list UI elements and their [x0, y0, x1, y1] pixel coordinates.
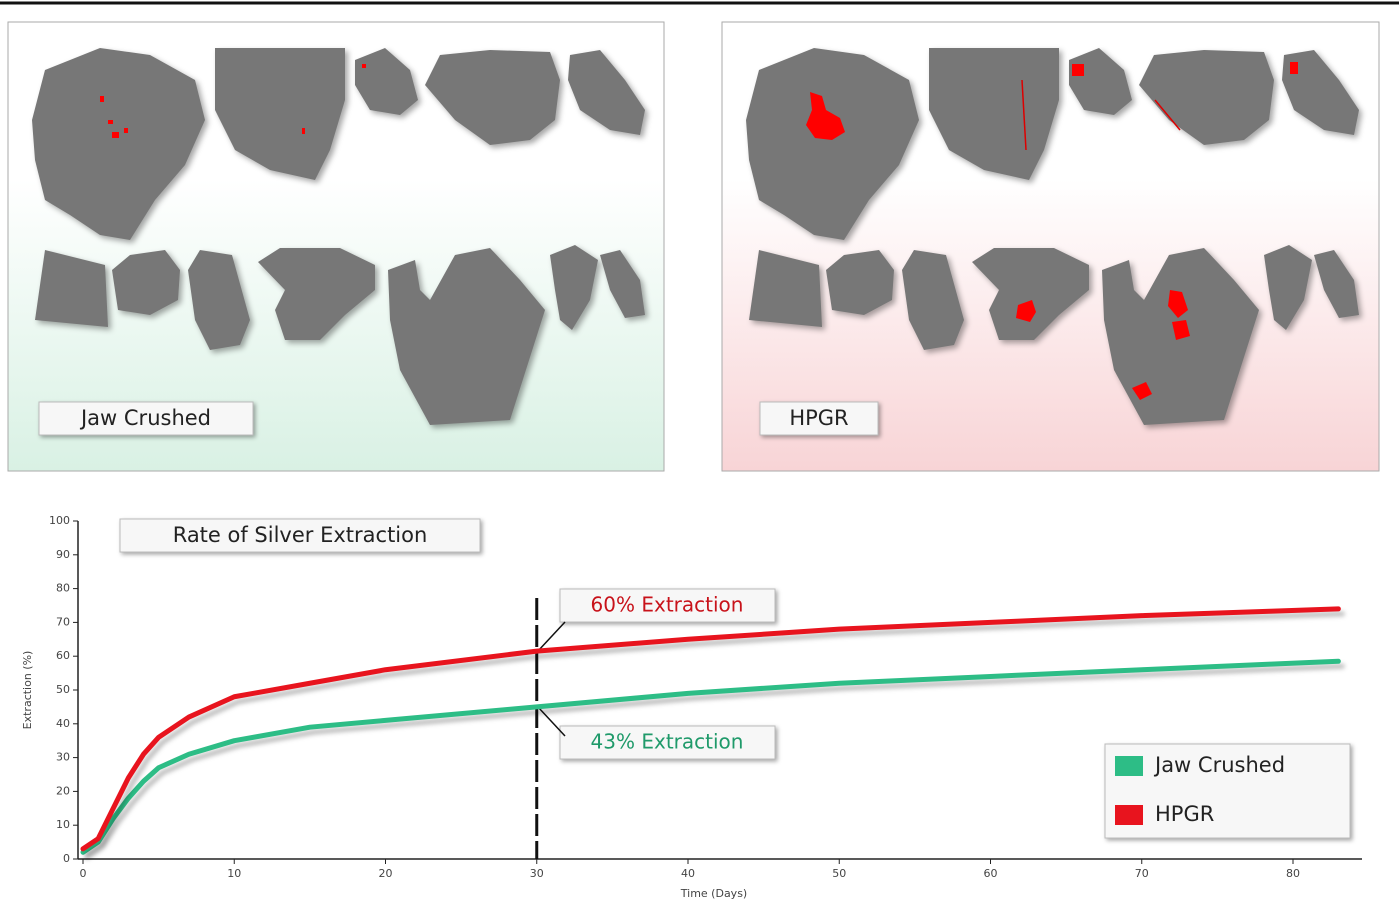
- leader-line: [538, 622, 565, 651]
- x-tick-label: 40: [681, 867, 695, 880]
- chart-title: Rate of Silver Extraction: [173, 523, 428, 547]
- infographic: Jaw Crushed HPGR Rate of Silver Extracti…: [0, 0, 1399, 917]
- y-tick-label: 70: [56, 615, 70, 628]
- y-tick-label: 50: [56, 683, 70, 696]
- x-tick-label: 80: [1286, 867, 1300, 880]
- x-axis-label: Time (Days): [680, 887, 747, 900]
- y-tick-label: 90: [56, 548, 70, 561]
- x-tick-label: 30: [530, 867, 544, 880]
- annotation: 43% Extraction: [591, 730, 744, 754]
- y-axis-label: Extraction (%): [21, 651, 34, 730]
- y-tick-label: 80: [56, 582, 70, 595]
- y-tick-label: 0: [63, 852, 70, 865]
- legend-label: Jaw Crushed: [1153, 753, 1285, 777]
- leader-line: [538, 707, 565, 736]
- legend-label: HPGR: [1155, 802, 1214, 826]
- plot: 0 10 20 30 40 50 60 70 80 90 100 0 10 20 30 40 50 60 70 80 J…: [49, 514, 1362, 880]
- x-tick-label: 0: [80, 867, 87, 880]
- x-tick-label: 10: [227, 867, 241, 880]
- legend-swatch: [1115, 805, 1143, 825]
- panel-label: Jaw Crushed: [79, 406, 211, 430]
- x-tick-label: 50: [832, 867, 846, 880]
- x-tick-label: 70: [1135, 867, 1149, 880]
- y-tick-label: 100: [49, 514, 70, 527]
- y-tick-label: 10: [56, 818, 70, 831]
- y-tick-label: 30: [56, 751, 70, 764]
- panel-label: HPGR: [789, 406, 848, 430]
- y-tick-label: 20: [56, 784, 70, 797]
- x-tick-label: 60: [984, 867, 998, 880]
- y-tick-label: 40: [56, 717, 70, 730]
- x-tick-label: 20: [379, 867, 393, 880]
- y-tick-label: 60: [56, 649, 70, 662]
- legend-swatch: [1115, 756, 1143, 776]
- annotation: 60% Extraction: [591, 593, 744, 617]
